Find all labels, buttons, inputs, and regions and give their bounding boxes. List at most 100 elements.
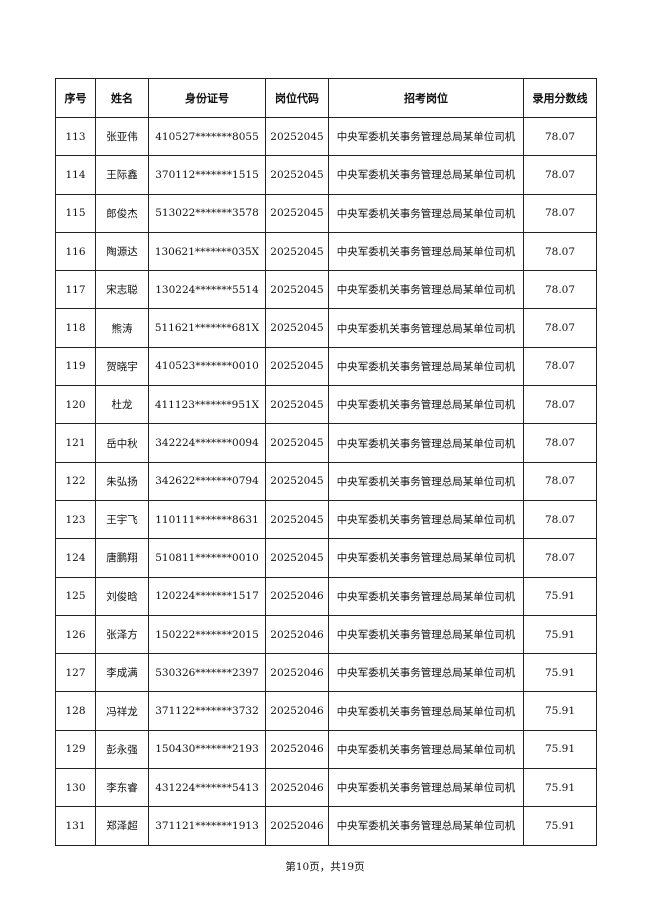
cell-index: 131 [55, 806, 96, 846]
cell-id-number: 110111*******8631 [148, 499, 266, 540]
table-row: 120 杜龙 411123*******951X 20252045 中央军委机关事务管理… [55, 385, 597, 425]
cell-index: 128 [55, 691, 96, 731]
cell-name: 冯祥龙 [95, 691, 149, 731]
cell-index: 115 [55, 193, 96, 233]
cell-position-code: 20252045 [265, 538, 329, 578]
cell-index: 127 [55, 653, 96, 693]
cell-name: 陶源达 [95, 231, 149, 272]
cell-id-number: 150222*******2015 [148, 614, 266, 655]
cell-position: 中央军委机关事务管理总局某单位司机 [328, 270, 524, 310]
table-row: 115 郎俊杰 513022*******3578 20252045 中央军委机关事务管… [55, 193, 597, 233]
table-row: 118 熊涛 511621*******681X 20252045 中央军委机关事务管理… [55, 308, 597, 348]
header-name: 姓名 [95, 78, 149, 118]
cell-index: 123 [55, 499, 96, 540]
header-position-code: 岗位代码 [265, 78, 329, 118]
cell-name: 王宇飞 [95, 499, 149, 540]
table-row: 130 李东睿 431224*******5413 20252046 中央军委机关事务管… [55, 768, 597, 808]
cell-name: 杜龙 [95, 385, 149, 425]
cell-name: 彭永强 [95, 729, 149, 770]
cell-name: 郑泽超 [95, 806, 149, 846]
cell-score: 78.07 [523, 155, 597, 195]
cell-position-code: 20252046 [265, 653, 329, 693]
cell-position-code: 20252046 [265, 768, 329, 808]
cell-index: 120 [55, 385, 96, 425]
cell-position-code: 20252045 [265, 346, 329, 387]
table-row: 128 冯祥龙 371122*******3732 20252046 中央军委机关事务管… [55, 691, 597, 731]
cell-index: 114 [55, 155, 96, 195]
cell-id-number: 513022*******3578 [148, 193, 266, 233]
table-row: 126 张泽方 150222*******2015 20252046 中央军委机关事务管… [55, 614, 597, 655]
cell-id-number: 371122*******3732 [148, 691, 266, 731]
cell-score: 78.07 [523, 270, 597, 310]
cell-id-number: 150430*******2193 [148, 729, 266, 770]
cell-index: 117 [55, 270, 96, 310]
table-row: 123 王宇飞 110111*******8631 20252045 中央军委机关事务管… [55, 499, 597, 540]
cell-score: 75.91 [523, 614, 597, 655]
cell-name: 李成满 [95, 653, 149, 693]
cell-position: 中央军委机关事务管理总局某单位司机 [328, 193, 524, 233]
cell-position-code: 20252046 [265, 691, 329, 731]
cell-id-number: 410523*******0010 [148, 346, 266, 387]
cell-position-code: 20252045 [265, 231, 329, 272]
cell-score: 78.07 [523, 346, 597, 387]
table-header-row: 序号 姓名 身份证号 岗位代码 招考岗位 录用分数线 [55, 78, 597, 118]
table-row: 125 刘俊晗 120224*******1517 20252046 中央军委机关事务管… [55, 576, 597, 616]
table-row: 114 王际鑫 370112*******1515 20252045 中央军委机关事务管… [55, 155, 597, 195]
cell-score: 78.07 [523, 423, 597, 463]
results-table: 序号 姓名 身份证号 岗位代码 招考岗位 录用分数线 113 张亚伟 410527*… [55, 78, 597, 846]
cell-id-number: 410527*******8055 [148, 116, 266, 157]
header-score: 录用分数线 [523, 78, 597, 118]
cell-name: 宋志聪 [95, 270, 149, 310]
cell-position-code: 20252046 [265, 729, 329, 770]
cell-position-code: 20252045 [265, 155, 329, 195]
table-row: 129 彭永强 150430*******2193 20252046 中央军委机关事务管… [55, 729, 597, 770]
cell-position-code: 20252046 [265, 576, 329, 616]
cell-score: 78.07 [523, 538, 597, 578]
table-row: 113 张亚伟 410527*******8055 20252045 中央军委机关事务管… [55, 116, 597, 157]
table-row: 124 唐鹏翔 510811*******0010 20252045 中央军委机关事务管… [55, 538, 597, 578]
page-number: 第10页，共19页 [285, 861, 365, 873]
cell-score: 75.91 [523, 768, 597, 808]
table-row: 117 宋志聪 130224*******5514 20252045 中央军委机关事务管… [55, 270, 597, 310]
cell-position: 中央军委机关事务管理总局某单位司机 [328, 576, 524, 616]
cell-position-code: 20252045 [265, 308, 329, 348]
cell-position-code: 20252045 [265, 499, 329, 540]
cell-name: 刘俊晗 [95, 576, 149, 616]
cell-name: 李东睿 [95, 768, 149, 808]
cell-score: 75.91 [523, 691, 597, 731]
cell-score: 75.91 [523, 806, 597, 846]
cell-position: 中央军委机关事务管理总局某单位司机 [328, 806, 524, 846]
cell-position: 中央军委机关事务管理总局某单位司机 [328, 385, 524, 425]
cell-id-number: 120224*******1517 [148, 576, 266, 616]
cell-score: 78.07 [523, 231, 597, 272]
cell-index: 113 [55, 116, 96, 157]
cell-id-number: 371121*******1913 [148, 806, 266, 846]
cell-name: 贺晓宇 [95, 346, 149, 387]
cell-position-code: 20252045 [265, 385, 329, 425]
cell-id-number: 130224*******5514 [148, 270, 266, 310]
cell-position: 中央军委机关事务管理总局某单位司机 [328, 499, 524, 540]
cell-position: 中央军委机关事务管理总局某单位司机 [328, 614, 524, 655]
table-row: 121 岳中秋 342224*******0094 20252045 中央军委机关事务管… [55, 423, 597, 463]
cell-id-number: 431224*******5413 [148, 768, 266, 808]
cell-position: 中央军委机关事务管理总局某单位司机 [328, 538, 524, 578]
cell-name: 张亚伟 [95, 116, 149, 157]
cell-score: 78.07 [523, 499, 597, 540]
cell-score: 78.07 [523, 385, 597, 425]
cell-position: 中央军委机关事务管理总局某单位司机 [328, 231, 524, 272]
cell-score: 78.07 [523, 308, 597, 348]
cell-name: 熊涛 [95, 308, 149, 348]
header-id-number: 身份证号 [148, 78, 266, 118]
cell-name: 朱弘扬 [95, 461, 149, 501]
cell-index: 126 [55, 614, 96, 655]
cell-position: 中央军委机关事务管理总局某单位司机 [328, 653, 524, 693]
cell-position: 中央军委机关事务管理总局某单位司机 [328, 155, 524, 195]
cell-name: 郎俊杰 [95, 193, 149, 233]
cell-id-number: 411123*******951X [148, 385, 266, 425]
table-row: 122 朱弘扬 342622*******0794 20252045 中央军委机关事务管… [55, 461, 597, 501]
cell-id-number: 510811*******0010 [148, 538, 266, 578]
cell-id-number: 511621*******681X [148, 308, 266, 348]
cell-position-code: 20252045 [265, 461, 329, 501]
cell-position: 中央军委机关事务管理总局某单位司机 [328, 729, 524, 770]
cell-id-number: 130621*******035X [148, 231, 266, 272]
